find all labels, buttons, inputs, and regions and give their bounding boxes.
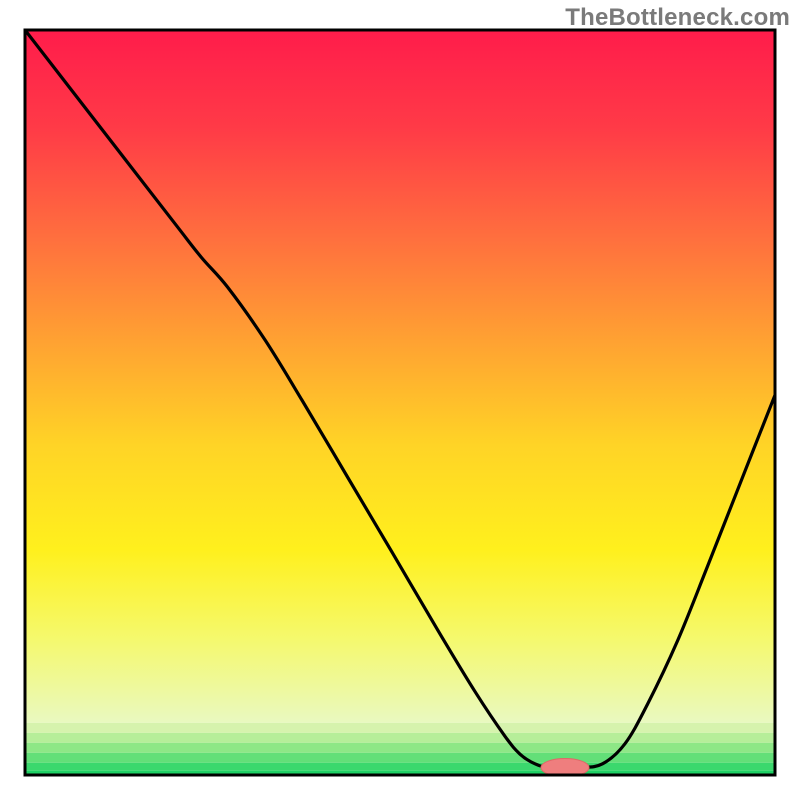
bottleneck-chart [0, 0, 800, 800]
watermark-label: TheBottleneck.com [565, 4, 790, 32]
chart-container: TheBottleneck.com [0, 0, 800, 800]
